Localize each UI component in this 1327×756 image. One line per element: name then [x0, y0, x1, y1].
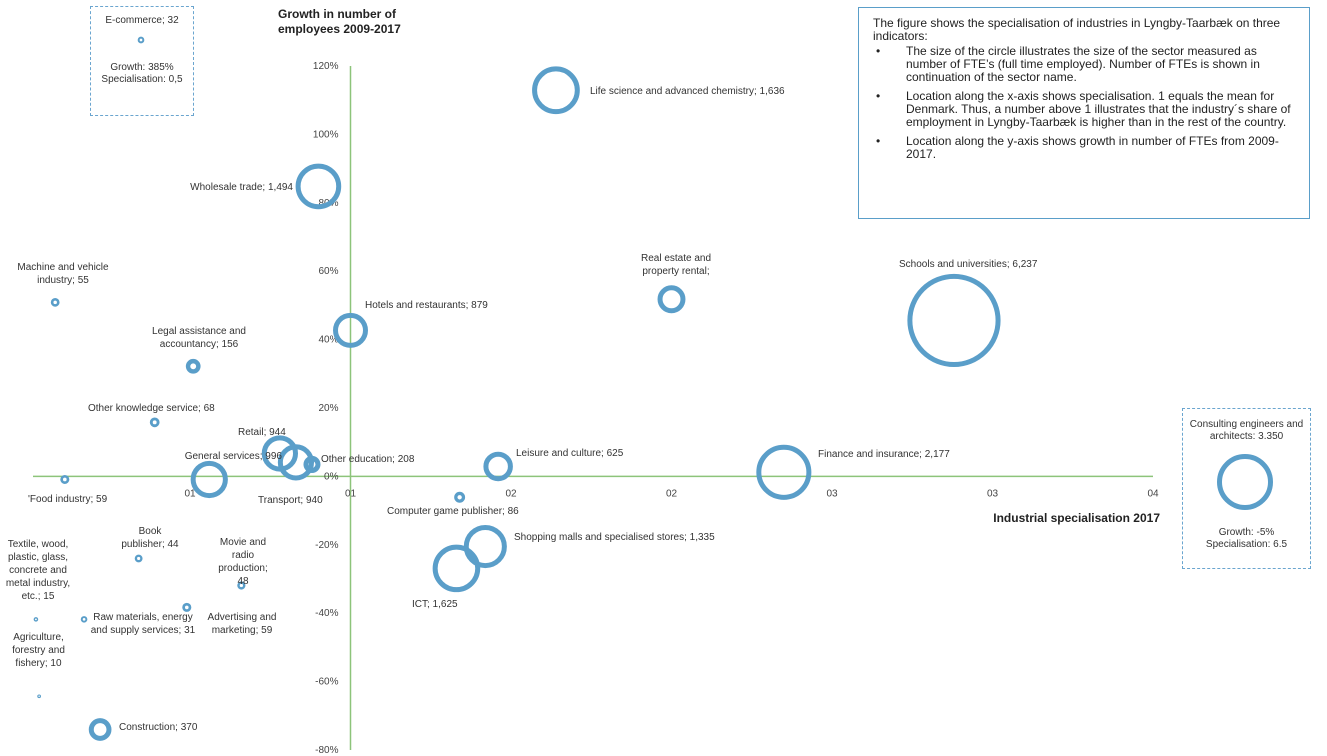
info-box: The figure shows the specialisation of i… — [858, 7, 1310, 219]
x-tick-label: 03 — [987, 488, 999, 499]
point-label: Legal assistance and accountancy; 156 — [152, 326, 246, 350]
y-tick-label: 100% — [313, 129, 339, 140]
info-intro: The figure shows the specialisation of i… — [873, 16, 1281, 43]
callout-specialisation: Specialisation: 0,5 — [101, 74, 183, 85]
point-label: Raw materials, energy and supply service… — [90, 612, 196, 636]
x-tick-label: 01 — [184, 488, 196, 499]
y-axis-title: Growth in number of employees 2009-2017 — [278, 7, 401, 36]
bubble — [295, 163, 342, 210]
x-tick-label: 03 — [826, 488, 838, 499]
point-label: Leisure and culture; 625 — [516, 448, 624, 459]
bubble — [50, 297, 60, 307]
point-label: Retail; 944 — [238, 427, 286, 438]
bubble — [37, 694, 41, 699]
info-bullet: The size of the circle illustrates the s… — [873, 45, 1295, 84]
bubble — [60, 474, 70, 485]
y-tick-label: -40% — [315, 608, 338, 619]
point-label: Machine and vehicle industry; 55 — [17, 262, 109, 286]
callout-specialisation: Specialisation: 6.5 — [1205, 539, 1288, 550]
y-tick-label: 60% — [318, 266, 338, 277]
point-label: General services; 996 — [184, 451, 282, 462]
point-label: Hotels and restaurants; 879 — [365, 300, 488, 311]
bubble — [237, 581, 246, 590]
callout-bubble — [1217, 454, 1273, 510]
bubble — [185, 358, 201, 374]
info-list: The size of the circle illustrates the s… — [873, 45, 1295, 161]
bubble — [333, 312, 368, 348]
point-label: Computer game publisher; 86 — [387, 506, 519, 517]
callout-growth: Growth: -5% — [1218, 527, 1275, 538]
info-bullet: Location along the x-axis shows speciali… — [873, 90, 1295, 129]
bubble — [454, 491, 466, 503]
y-tick-label: 20% — [318, 403, 338, 414]
point-label: Book publisher; 44 — [121, 526, 179, 550]
x-axis-title: Industrial specialisation 2017 — [993, 511, 1160, 525]
x-tick-label: 01 — [345, 488, 357, 499]
point-label: Real estate and property rental; — [640, 253, 712, 277]
bubble — [532, 66, 580, 115]
point-label: Wholesale trade; 1,494 — [190, 182, 293, 193]
bubble — [657, 285, 686, 314]
info-bullet: Location along the y-axis shows growth i… — [873, 135, 1295, 161]
bubble — [182, 602, 192, 612]
bubble — [756, 444, 812, 500]
point-label: ICT; 1,625 — [412, 599, 458, 610]
bubble — [463, 524, 507, 569]
point-label: Finance and insurance; 2,177 — [818, 449, 950, 460]
bubble — [88, 718, 112, 741]
point-label: Other education; 208 — [321, 454, 415, 465]
point-label: Life science and advanced chemistry; 1,6… — [590, 86, 785, 97]
y-tick-label: -60% — [315, 677, 338, 688]
bubble — [483, 451, 513, 482]
point-label: Advertising and marketing; 59 — [207, 612, 277, 636]
point-label: Schools and universities; 6,237 — [899, 259, 1038, 270]
point-label: Other knowledge service; 68 — [88, 403, 215, 414]
callout-box: Consulting engineers and architects: 3.3… — [1182, 408, 1311, 569]
bubble — [277, 444, 315, 481]
bubble — [907, 273, 1001, 368]
point-label: Construction; 370 — [119, 722, 198, 733]
x-tick-label: 04 — [1147, 488, 1159, 499]
point-label: Agriculture, forestry and fishery; 10 — [12, 632, 65, 669]
y-tick-label: 120% — [313, 61, 339, 72]
y-tick-label: 40% — [318, 335, 338, 346]
point-label: Movie and radio production; 48 — [218, 537, 268, 587]
callout-label: Consulting engineers and architects: 3.3… — [1189, 419, 1304, 442]
bubble — [149, 417, 160, 428]
point-label: 'Food industry; 59 — [28, 494, 108, 505]
callout-growth: Growth: 385% — [110, 62, 174, 73]
point-label: Shopping malls and specialised stores; 1… — [514, 532, 715, 543]
callout-box: E-commerce; 32 Growth: 385% Specialisati… — [90, 6, 194, 116]
x-tick-label: 02 — [505, 488, 517, 499]
point-label: Textile, wood, plastic, glass, concrete … — [5, 539, 71, 602]
y-tick-label: 0% — [324, 471, 339, 482]
bubble — [33, 617, 39, 622]
x-tick-label: 02 — [666, 488, 678, 499]
y-tick-label: -20% — [315, 540, 338, 551]
bubble — [432, 544, 481, 593]
y-tick-label: -80% — [315, 745, 338, 756]
bubble — [80, 616, 88, 623]
bubble — [134, 554, 143, 563]
bubble — [190, 460, 228, 499]
point-label: Transport; 940 — [258, 495, 323, 506]
callout-bubble — [137, 36, 145, 44]
callout-label: E-commerce; 32 — [105, 15, 179, 26]
bubble — [303, 455, 321, 473]
